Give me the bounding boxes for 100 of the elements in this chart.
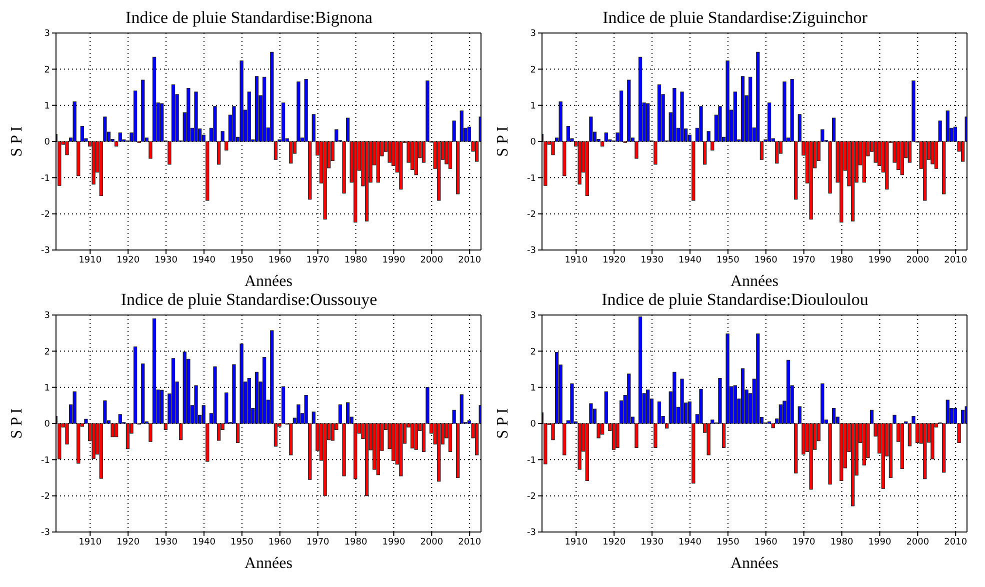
x-tick-label: 1970 <box>792 255 816 266</box>
y-tick-label: -3 <box>527 246 536 256</box>
bar <box>296 404 300 424</box>
bar <box>627 80 631 142</box>
bar <box>65 141 69 156</box>
x-tick-label: 1930 <box>640 537 664 548</box>
x-tick-label: 1920 <box>116 255 140 266</box>
bar <box>619 90 624 142</box>
bar <box>646 103 650 142</box>
bar <box>578 141 582 184</box>
bar <box>923 141 927 201</box>
bar <box>809 423 813 490</box>
bar <box>923 423 927 480</box>
bar <box>672 88 676 142</box>
x-tick-label: 1990 <box>382 255 406 266</box>
y-tick-label: 3 <box>530 29 536 40</box>
x-tick-label: 1920 <box>602 255 626 266</box>
x-tick-label: 1950 <box>230 255 254 266</box>
bar <box>767 102 772 142</box>
x-tick-label: 2000 <box>906 537 930 548</box>
y-tick-label: 1 <box>530 102 536 112</box>
x-tick-label: 2000 <box>420 537 444 548</box>
bar <box>414 423 418 450</box>
bar <box>247 92 251 142</box>
bar <box>733 92 737 142</box>
bar <box>194 385 198 424</box>
x-tick-label: 1940 <box>192 255 216 266</box>
bar <box>778 404 783 424</box>
bar <box>262 357 266 424</box>
y-axis-title: S P I <box>494 408 512 439</box>
y-tick-label: 1 <box>44 102 50 112</box>
y-tick-label: 3 <box>44 29 50 40</box>
chart-title: Indice de pluie Standardise:Oussouye <box>120 290 378 310</box>
bar <box>740 76 745 142</box>
bar <box>399 423 403 476</box>
y-tick-label: 2 <box>530 347 536 358</box>
bar <box>323 141 327 220</box>
bar <box>874 141 878 163</box>
bar <box>410 423 414 448</box>
bar <box>733 385 737 424</box>
bar <box>437 423 441 482</box>
bar <box>323 423 327 496</box>
y-axis-title: S P I <box>494 126 512 157</box>
x-tick-label: 1910 <box>564 255 588 266</box>
x-tick-label: 1920 <box>116 537 140 548</box>
y-tick-label: 0 <box>44 138 50 148</box>
bar <box>414 141 418 176</box>
x-tick-label: 1950 <box>716 537 740 548</box>
bar <box>262 76 266 142</box>
bar <box>376 141 380 183</box>
bar <box>364 141 369 222</box>
y-tick-label: -3 <box>41 246 50 256</box>
bar <box>850 423 855 506</box>
bar <box>885 141 889 190</box>
bar <box>680 92 684 142</box>
x-tick-label: 1930 <box>154 255 178 266</box>
x-tick-label: 1950 <box>716 255 740 266</box>
bar <box>232 106 236 142</box>
x-tick-label: 1980 <box>344 255 368 266</box>
x-tick-label: 1960 <box>754 537 778 548</box>
bar <box>186 88 190 142</box>
x-tick-label: 2010 <box>458 537 482 548</box>
bar <box>388 141 392 163</box>
y-tick-label: 3 <box>530 311 536 322</box>
x-tick-label: 1990 <box>868 255 892 266</box>
bar <box>254 76 259 142</box>
bar <box>92 423 96 459</box>
x-tick-label: 1980 <box>344 537 368 548</box>
chart-title: Indice de pluie Standardise:Ziguinchor <box>602 8 868 28</box>
x-tick-label: 1960 <box>268 537 292 548</box>
bar <box>718 106 722 142</box>
y-axis-title: S P I <box>8 126 26 157</box>
bar <box>289 141 293 164</box>
x-tick-label: 1960 <box>754 255 778 266</box>
bar <box>437 141 441 201</box>
bar <box>706 423 710 456</box>
bar <box>930 423 934 460</box>
x-tick-label: 1940 <box>192 537 216 548</box>
x-tick-label: 1950 <box>230 537 254 548</box>
y-tick-label: -3 <box>41 528 50 538</box>
x-axis-title: Années <box>244 555 292 572</box>
x-tick-label: 1910 <box>564 537 588 548</box>
bar <box>141 364 145 424</box>
x-tick-label: 1930 <box>154 537 178 548</box>
x-tick-label: 1940 <box>678 255 702 266</box>
bar <box>392 423 396 462</box>
y-tick-label: -3 <box>527 528 536 538</box>
bar <box>900 141 904 176</box>
chart-title: Indice de pluie Standardise:Bignona <box>124 8 374 28</box>
y-tick-label: -1 <box>527 456 536 466</box>
y-tick-label: -2 <box>41 492 50 502</box>
chart-title: Indice de pluie Standardise:Diouloulou <box>600 290 870 310</box>
y-tick-label: 2 <box>44 65 50 76</box>
bar <box>281 102 286 142</box>
x-tick-label: 1920 <box>602 537 626 548</box>
bar <box>133 90 138 142</box>
y-tick-label: 1 <box>530 384 536 394</box>
x-tick-label: 2000 <box>906 255 930 266</box>
x-tick-label: 1980 <box>830 255 854 266</box>
bar <box>110 423 114 438</box>
